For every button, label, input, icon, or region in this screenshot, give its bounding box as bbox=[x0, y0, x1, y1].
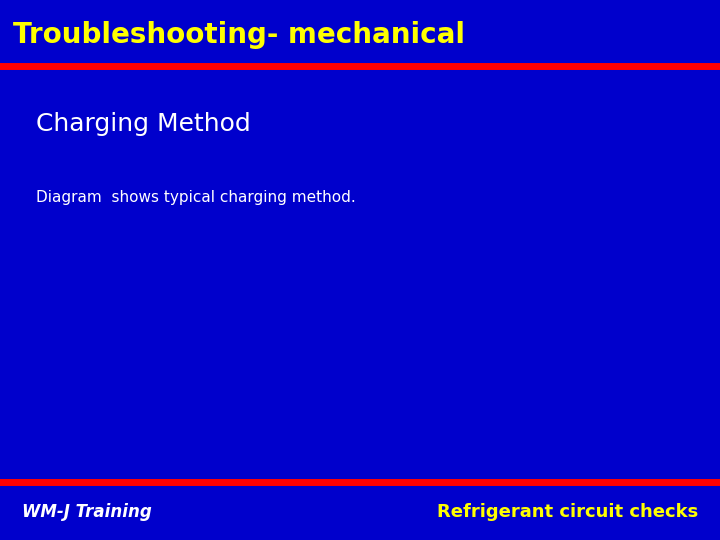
Text: Troubleshooting- mechanical: Troubleshooting- mechanical bbox=[13, 21, 465, 49]
Text: WM-J Training: WM-J Training bbox=[22, 503, 151, 521]
FancyBboxPatch shape bbox=[0, 482, 720, 540]
FancyBboxPatch shape bbox=[0, 0, 720, 66]
Text: Charging Method: Charging Method bbox=[36, 112, 251, 136]
Text: Diagram  shows typical charging method.: Diagram shows typical charging method. bbox=[36, 190, 356, 205]
Text: Refrigerant circuit checks: Refrigerant circuit checks bbox=[437, 503, 698, 521]
